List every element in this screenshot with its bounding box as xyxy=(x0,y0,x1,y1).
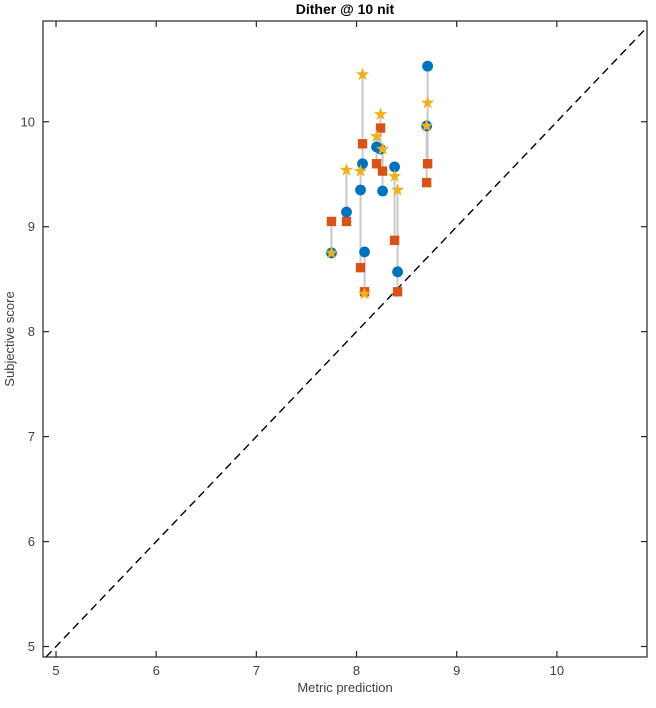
marker-star xyxy=(387,169,402,182)
marker-square xyxy=(326,216,337,227)
y-tick-label: 9 xyxy=(28,219,35,234)
x-tick-label: 7 xyxy=(253,663,260,678)
marker-square xyxy=(355,262,366,273)
marker-star xyxy=(373,107,388,121)
y-tick-label: 6 xyxy=(28,534,35,549)
identity-line-layer xyxy=(45,26,648,658)
marker-square xyxy=(377,166,388,176)
marker-circle xyxy=(377,185,388,197)
marker-circle xyxy=(341,206,352,218)
x-tick-label: 8 xyxy=(353,663,360,678)
marker-square xyxy=(422,159,433,169)
y-tick-label: 8 xyxy=(28,324,35,339)
marker-star xyxy=(324,245,339,259)
y-tick-label: 10 xyxy=(21,114,35,129)
marker-circle xyxy=(392,266,403,278)
connector-lines-layer xyxy=(330,66,429,294)
marker-circle xyxy=(357,158,368,170)
marker-circle xyxy=(359,246,370,258)
y-tick-label: 5 xyxy=(28,639,35,654)
axes-layer: 5 6 7 8 9 10 5 6 7 8 9 10 xyxy=(21,20,648,678)
marker-star xyxy=(357,286,372,300)
x-tick-label: 5 xyxy=(52,663,59,678)
y-axis-label: Subjective score xyxy=(2,291,17,386)
y-tick-label: 7 xyxy=(28,429,35,444)
marker-circle xyxy=(422,60,434,72)
marker-star xyxy=(419,118,434,132)
marker-star xyxy=(375,142,390,155)
marker-circle xyxy=(355,184,366,196)
x-tick-label: 6 xyxy=(153,663,160,678)
marker-square xyxy=(341,216,352,227)
chart-title: Dither @ 10 nit xyxy=(296,1,395,17)
markers-layer xyxy=(324,60,435,300)
marker-star xyxy=(390,182,405,196)
marker-star xyxy=(355,67,370,81)
marker-star xyxy=(369,129,384,143)
marker-square xyxy=(389,235,400,246)
marker-square xyxy=(375,123,386,133)
x-tick-label: 9 xyxy=(453,663,460,678)
marker-square xyxy=(421,177,432,188)
marker-star xyxy=(353,164,368,177)
marker-square xyxy=(371,159,382,169)
x-tick-label: 10 xyxy=(550,663,564,678)
marker-star xyxy=(339,163,354,176)
x-axis-label: Metric prediction xyxy=(297,680,392,695)
plot-box xyxy=(42,20,648,658)
marker-square xyxy=(357,139,368,149)
identity-line xyxy=(45,26,648,658)
marker-square xyxy=(392,287,403,297)
marker-star xyxy=(420,95,435,109)
marker-circle xyxy=(389,161,400,173)
